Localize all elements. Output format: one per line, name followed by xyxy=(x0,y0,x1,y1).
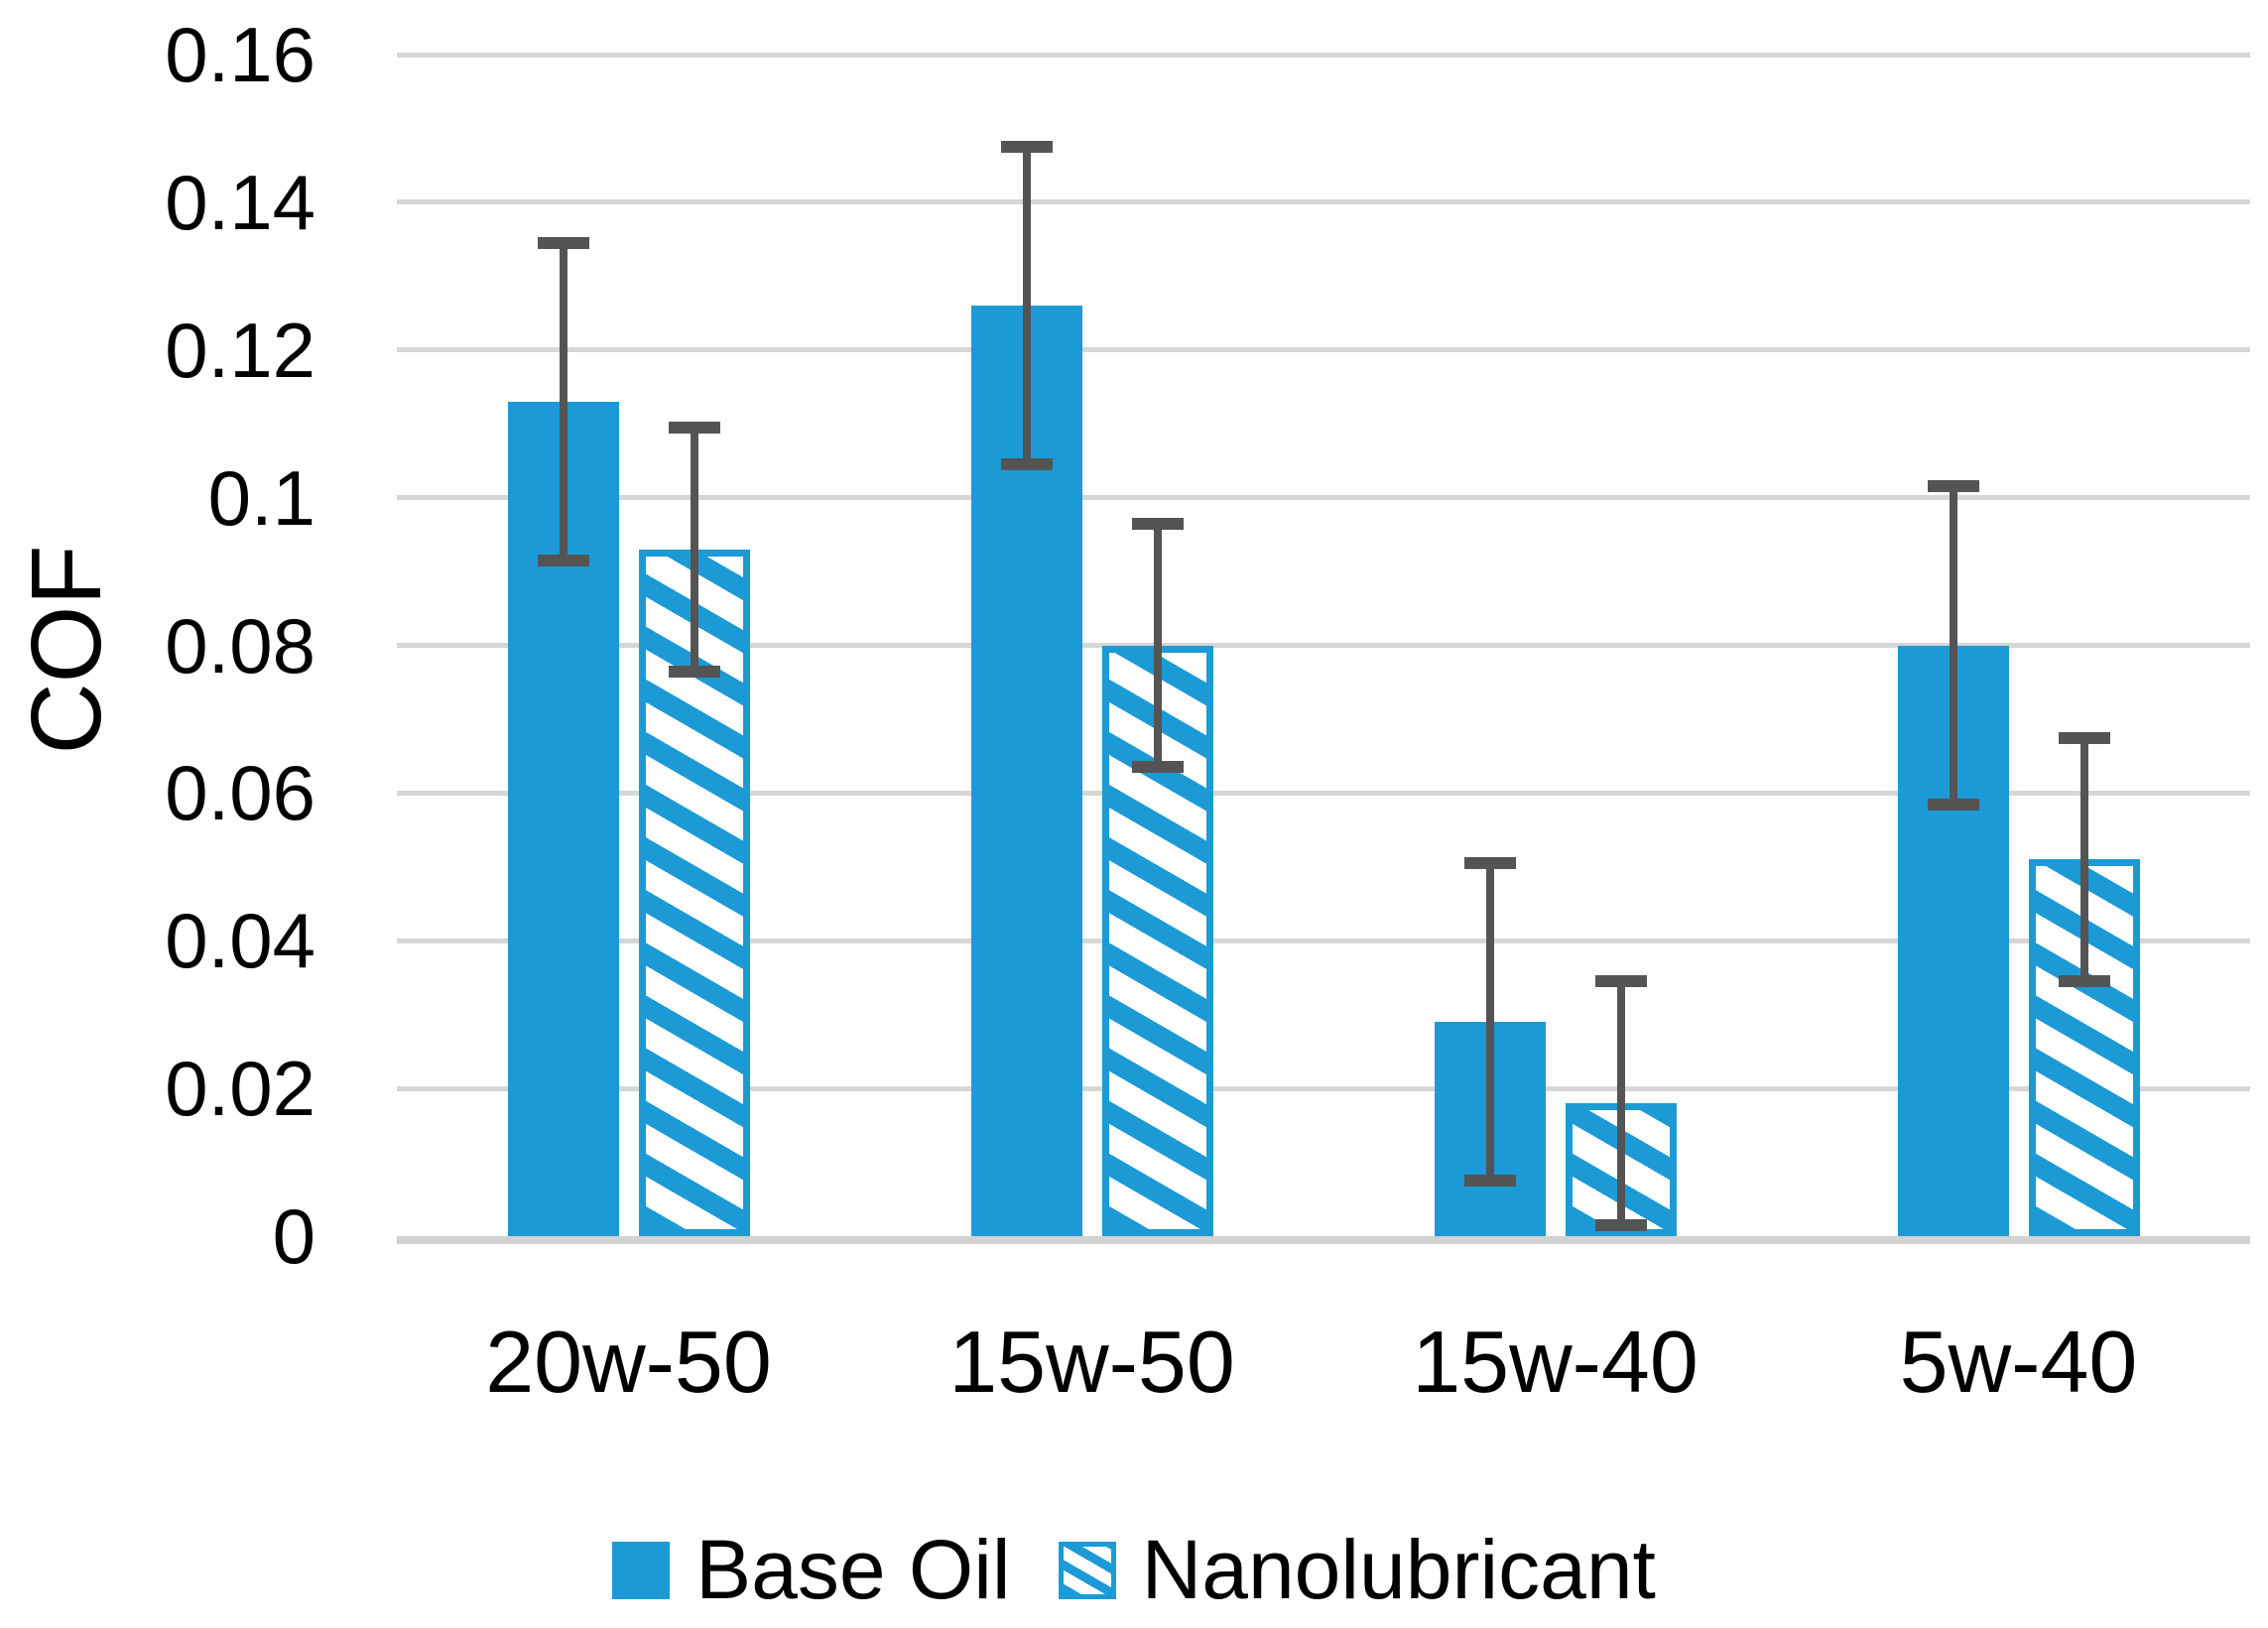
gridline xyxy=(397,790,2250,796)
error-bar-nanolubricant-15w-50-top-cap xyxy=(1131,517,1184,530)
legend-swatch-base-oil xyxy=(612,1541,671,1599)
gridline xyxy=(397,495,2250,501)
legend: Base Oil Nanolubricant xyxy=(0,1522,2268,1618)
error-bar-base-oil-15w-40 xyxy=(1485,863,1494,1182)
gridline xyxy=(397,938,2250,943)
y-axis-tick-label: 0.16 xyxy=(165,11,315,98)
error-bar-nanolubricant-5w-40 xyxy=(2079,737,2088,982)
error-bar-nanolubricant-15w-40-top-cap xyxy=(1594,975,1647,988)
y-axis-tick-label: 0.14 xyxy=(165,158,315,246)
error-bar-base-oil-5w-40 xyxy=(1949,486,1957,805)
error-bar-base-oil-20w-50-top-cap xyxy=(537,236,589,249)
y-axis-tick-label: 0.06 xyxy=(165,749,315,837)
x-axis-label-20w-50: 20w-50 xyxy=(485,1313,772,1411)
gridline xyxy=(397,347,2250,353)
legend-swatch-nanolubricant xyxy=(1058,1541,1116,1599)
error-bar-base-oil-15w-40-top-cap xyxy=(1463,857,1516,870)
y-axis-tick-label: 0.12 xyxy=(165,306,315,394)
error-bar-base-oil-15w-50-top-cap xyxy=(1000,141,1053,154)
y-axis-tick-label: 0.08 xyxy=(165,601,315,689)
bar-nanolubricant-15w-50 xyxy=(1101,645,1213,1236)
error-bar-nanolubricant-20w-50-top-cap xyxy=(668,421,720,434)
x-axis-label-15w-50: 15w-50 xyxy=(948,1313,1235,1411)
error-bar-nanolubricant-5w-40-top-cap xyxy=(2058,731,2110,744)
gridline xyxy=(397,643,2250,648)
gridline xyxy=(397,1236,2250,1244)
legend-label-base-oil: Base Oil xyxy=(695,1523,1011,1616)
gridline xyxy=(397,52,2250,58)
x-axis-label-5w-40: 5w-40 xyxy=(1899,1313,2138,1411)
error-bar-nanolubricant-20w-50-bottom-cap xyxy=(668,665,720,678)
error-bar-base-oil-15w-40-bottom-cap xyxy=(1463,1175,1516,1188)
y-axis-tick-label: 0.04 xyxy=(165,897,315,985)
y-axis-tick-label: 0.1 xyxy=(207,453,315,542)
error-bar-nanolubricant-15w-50-bottom-cap xyxy=(1131,761,1184,774)
legend-label-nanolubricant: Nanolubricant xyxy=(1141,1523,1656,1616)
bar-nanolubricant-20w-50 xyxy=(638,549,750,1236)
error-bar-base-oil-20w-50 xyxy=(559,242,567,561)
error-bar-base-oil-5w-40-bottom-cap xyxy=(1927,798,1979,811)
error-bar-base-oil-15w-50 xyxy=(1022,147,1031,465)
error-bar-nanolubricant-20w-50 xyxy=(690,427,698,672)
error-bar-nanolubricant-15w-40-bottom-cap xyxy=(1594,1218,1647,1231)
legend-item-nanolubricant: Nanolubricant xyxy=(1058,1522,1656,1618)
x-axis-label-15w-40: 15w-40 xyxy=(1412,1313,1699,1411)
error-bar-nanolubricant-15w-40 xyxy=(1616,981,1625,1225)
error-bar-base-oil-5w-40-top-cap xyxy=(1927,480,1979,493)
error-bar-nanolubricant-5w-40-bottom-cap xyxy=(2058,975,2110,988)
legend-item-base-oil: Base Oil xyxy=(612,1522,1011,1618)
gridline xyxy=(397,1085,2250,1091)
error-bar-base-oil-15w-50-bottom-cap xyxy=(1000,458,1053,471)
y-axis-tick-label: 0 xyxy=(272,1192,315,1280)
y-axis-tick-label: 0.02 xyxy=(165,1045,315,1133)
error-bar-base-oil-20w-50-bottom-cap xyxy=(537,554,589,566)
gridline xyxy=(397,199,2250,205)
error-bar-nanolubricant-15w-50 xyxy=(1153,523,1162,768)
